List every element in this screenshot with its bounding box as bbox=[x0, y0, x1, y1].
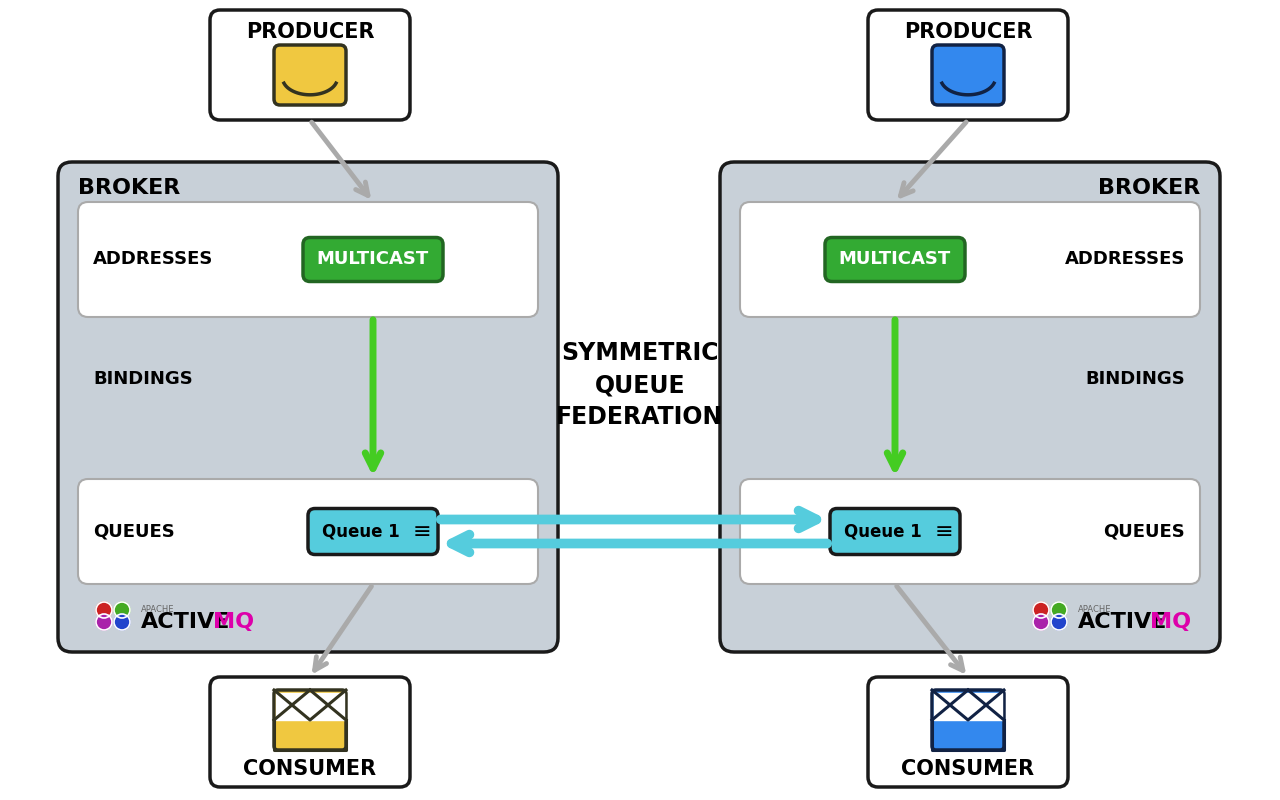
FancyBboxPatch shape bbox=[868, 677, 1068, 787]
Circle shape bbox=[96, 614, 113, 630]
Polygon shape bbox=[934, 693, 1002, 720]
Text: MQ: MQ bbox=[1149, 612, 1192, 632]
Text: ACTIVE: ACTIVE bbox=[141, 612, 230, 632]
Text: BROKER: BROKER bbox=[1098, 178, 1201, 198]
Text: ≡: ≡ bbox=[934, 522, 954, 542]
FancyBboxPatch shape bbox=[58, 162, 558, 652]
FancyBboxPatch shape bbox=[740, 202, 1201, 317]
Text: Queue 1: Queue 1 bbox=[844, 522, 922, 541]
FancyBboxPatch shape bbox=[303, 238, 443, 282]
Text: ADDRESSES: ADDRESSES bbox=[93, 250, 214, 269]
Circle shape bbox=[1033, 602, 1050, 618]
Text: BINDINGS: BINDINGS bbox=[1085, 370, 1185, 388]
FancyBboxPatch shape bbox=[210, 677, 410, 787]
Text: ≡: ≡ bbox=[412, 522, 431, 542]
FancyBboxPatch shape bbox=[78, 479, 538, 584]
Text: PRODUCER: PRODUCER bbox=[246, 22, 374, 42]
Text: Queue 1: Queue 1 bbox=[323, 522, 399, 541]
FancyBboxPatch shape bbox=[274, 690, 346, 750]
FancyBboxPatch shape bbox=[740, 479, 1201, 584]
Text: APACHE: APACHE bbox=[1078, 605, 1111, 614]
FancyBboxPatch shape bbox=[274, 45, 346, 105]
Text: QUEUES: QUEUES bbox=[93, 522, 175, 541]
Text: BROKER: BROKER bbox=[78, 178, 180, 198]
FancyBboxPatch shape bbox=[308, 509, 438, 554]
Text: SYMMETRIC
QUEUE
FEDERATION: SYMMETRIC QUEUE FEDERATION bbox=[557, 342, 723, 429]
Text: CONSUMER: CONSUMER bbox=[243, 759, 376, 779]
Text: MULTICAST: MULTICAST bbox=[317, 250, 429, 269]
Circle shape bbox=[114, 614, 131, 630]
FancyBboxPatch shape bbox=[826, 238, 965, 282]
Circle shape bbox=[1051, 602, 1068, 618]
Text: MULTICAST: MULTICAST bbox=[838, 250, 951, 269]
Text: PRODUCER: PRODUCER bbox=[904, 22, 1032, 42]
Circle shape bbox=[114, 602, 131, 618]
Text: APACHE: APACHE bbox=[141, 605, 174, 614]
Text: MQ: MQ bbox=[212, 612, 255, 632]
Polygon shape bbox=[276, 693, 344, 720]
Circle shape bbox=[96, 602, 113, 618]
Circle shape bbox=[1051, 614, 1068, 630]
FancyBboxPatch shape bbox=[829, 509, 960, 554]
FancyBboxPatch shape bbox=[932, 690, 1004, 750]
FancyBboxPatch shape bbox=[868, 10, 1068, 120]
FancyBboxPatch shape bbox=[932, 45, 1004, 105]
Text: BINDINGS: BINDINGS bbox=[93, 370, 193, 388]
Text: CONSUMER: CONSUMER bbox=[901, 759, 1034, 779]
FancyBboxPatch shape bbox=[719, 162, 1220, 652]
FancyBboxPatch shape bbox=[78, 202, 538, 317]
Text: QUEUES: QUEUES bbox=[1103, 522, 1185, 541]
Text: ACTIVE: ACTIVE bbox=[1078, 612, 1167, 632]
Text: ADDRESSES: ADDRESSES bbox=[1065, 250, 1185, 269]
Circle shape bbox=[1033, 614, 1050, 630]
FancyBboxPatch shape bbox=[210, 10, 410, 120]
